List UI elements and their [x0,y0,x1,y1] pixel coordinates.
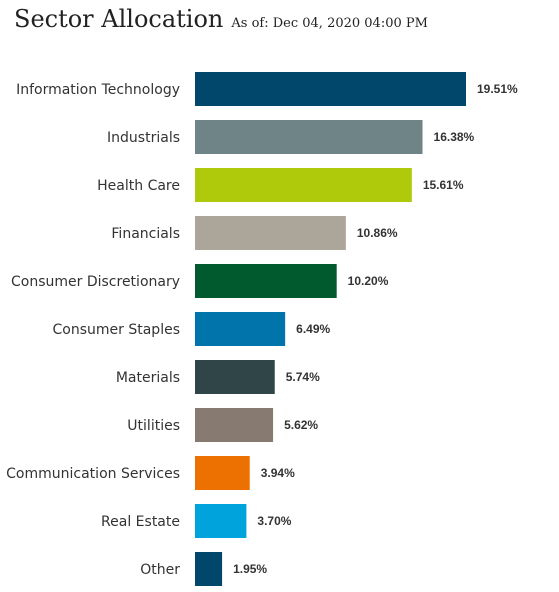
value-label-financials: 10.86% [357,226,398,240]
category-label-other: Other [140,562,180,578]
category-label-communication-services: Communication Services [6,466,180,482]
bar-industrials [195,120,423,154]
bar-consumer-discretionary [195,264,337,298]
category-label-materials: Materials [116,370,180,386]
chart-title: Sector Allocation [14,5,224,33]
as-of-timestamp: As of: Dec 04, 2020 04:00 PM [231,16,428,31]
category-label-industrials: Industrials [107,130,180,146]
value-label-health-care: 15.61% [423,178,464,192]
value-label-consumer-staples: 6.49% [296,322,330,336]
bar-health-care [195,168,412,202]
category-label-consumer-discretionary: Consumer Discretionary [11,274,180,290]
chart-header: Sector Allocation As of: Dec 04, 2020 04… [14,5,428,33]
value-label-real-estate: 3.70% [257,514,291,528]
value-label-other: 1.95% [233,562,267,576]
category-label-health-care: Health Care [97,178,180,194]
value-label-information-technology: 19.51% [477,82,518,96]
bar-utilities [195,408,274,442]
bar-other [195,552,223,586]
bar-real-estate [195,504,247,538]
value-label-communication-services: 3.94% [261,466,295,480]
bar-financials [195,216,346,250]
bar-consumer-staples [195,312,286,346]
bar-information-technology [195,72,466,106]
bar-communication-services [195,456,250,490]
value-label-utilities: 5.62% [284,418,318,432]
value-label-consumer-discretionary: 10.20% [348,274,389,288]
category-label-utilities: Utilities [127,418,180,434]
value-label-materials: 5.74% [286,370,320,384]
value-label-industrials: 16.38% [434,130,475,144]
category-label-real-estate: Real Estate [101,514,180,530]
category-label-consumer-staples: Consumer Staples [53,322,180,338]
bar-materials [195,360,275,394]
category-label-financials: Financials [111,226,180,242]
category-label-information-technology: Information Technology [16,82,180,98]
